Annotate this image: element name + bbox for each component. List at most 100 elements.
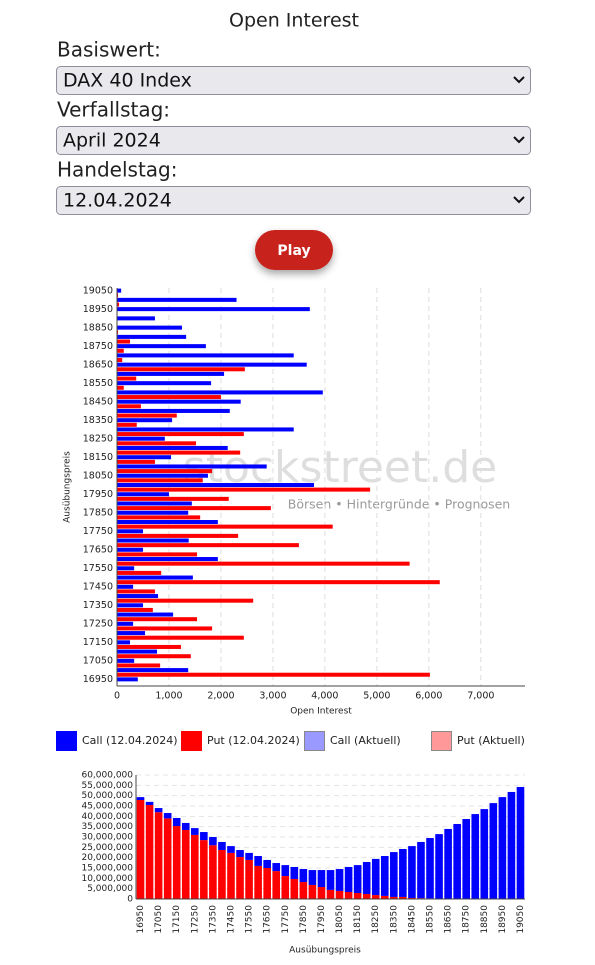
bar (117, 663, 161, 668)
bar-segment (136, 800, 145, 899)
bar-segment (371, 858, 380, 896)
bar (117, 482, 314, 487)
y-tick-label: 40,000,000 (81, 812, 133, 822)
y-tick-label: 25,000,000 (81, 843, 133, 853)
bar (117, 441, 197, 446)
select[interactable]: DAX 40 Index (56, 66, 531, 95)
bar (117, 524, 333, 529)
legend-label: Put (Aktuell) (457, 734, 525, 747)
bar (117, 371, 225, 376)
y-tick-label: 18050 (83, 471, 113, 482)
bar (117, 506, 271, 511)
chevron[interactable] (513, 76, 525, 84)
select[interactable]: April 2024 (56, 126, 531, 155)
y-tick-label: 17350 (83, 600, 113, 611)
bar (117, 316, 155, 321)
bar (117, 339, 130, 344)
x-tick-label: 17450 (226, 905, 236, 934)
bar (117, 385, 124, 390)
x-tick-label: 18350 (389, 905, 399, 934)
bar-segment (507, 791, 516, 899)
bar (117, 515, 201, 520)
bar-segment (308, 884, 317, 899)
legend-label: Call (12.04.2024) (82, 734, 178, 747)
select-box[interactable] (56, 66, 531, 95)
bar (117, 617, 198, 622)
bar-segment (163, 818, 172, 899)
bar (117, 594, 159, 599)
legend-label: Put (12.04.2024) (207, 734, 300, 747)
bar-segment (453, 823, 461, 899)
bar-segment (263, 859, 271, 868)
bar (117, 348, 124, 353)
select-value[interactable]: DAX 40 Index (63, 70, 192, 92)
bar (117, 598, 254, 603)
bar (117, 566, 135, 571)
x-tick-label: 3,000 (259, 691, 286, 702)
legend-swatch (181, 731, 202, 751)
bar (117, 487, 371, 492)
y-tick-label: 17250 (83, 619, 113, 630)
x-tick-label: 18650 (444, 905, 454, 934)
bar (117, 640, 130, 645)
bar (117, 501, 192, 506)
bar-segment (362, 894, 371, 899)
select-value[interactable]: April 2024 (63, 130, 161, 152)
x-tick-label: 18050 (335, 905, 345, 934)
x-tick-label: 17350 (208, 905, 218, 934)
bar (117, 288, 122, 293)
bar (117, 297, 237, 302)
bar (117, 307, 310, 312)
x-tick-label: 18750 (462, 905, 472, 934)
y-tick-label: 20,000,000 (81, 853, 133, 863)
bar-segment (417, 841, 425, 899)
bar-segment (390, 896, 398, 899)
bar-segment (399, 848, 407, 897)
select-box[interactable] (56, 126, 531, 155)
bar-segment (272, 871, 281, 899)
y-tick-label: 50,000,000 (81, 791, 133, 801)
bar (117, 404, 141, 409)
bar-segment (299, 882, 308, 899)
button-bg[interactable] (255, 230, 333, 270)
play-button[interactable]: Play (255, 230, 333, 270)
x-tick-label: 2,000 (207, 691, 234, 702)
y-tick-label: 35,000,000 (81, 822, 133, 832)
legend-swatch (56, 731, 77, 751)
y-tick-label: 18250 (83, 434, 113, 445)
legend-swatch (304, 731, 325, 751)
bar (117, 381, 212, 386)
x-tick-label: 6,000 (415, 691, 442, 702)
chevron[interactable] (513, 196, 525, 204)
x-tick-label: 18550 (426, 905, 436, 934)
x-tick-label: 17250 (190, 905, 200, 934)
select-box[interactable] (56, 186, 531, 215)
bar-segment (209, 837, 217, 846)
bar (117, 519, 218, 525)
bar (117, 580, 440, 585)
bar-segment (209, 845, 217, 899)
bar-segment (200, 840, 208, 899)
select[interactable]: 12.04.2024 (56, 186, 531, 215)
select-value[interactable]: 12.04.2024 (63, 190, 172, 212)
button-label[interactable]: Play (277, 243, 310, 259)
bar (117, 575, 193, 580)
y-axis-label: Ausübungspreis (63, 451, 73, 523)
bar-segment (254, 856, 262, 866)
bar-segment (344, 891, 353, 899)
bar-segment (163, 813, 172, 819)
x-tick-label: 7,000 (467, 691, 494, 702)
bar-segment (254, 865, 262, 899)
y-tick-label: 10,000,000 (81, 874, 133, 884)
bar-segment (290, 866, 299, 879)
bar-segment (181, 822, 190, 830)
x-tick-label: 19050 (516, 905, 526, 934)
chevron[interactable] (513, 136, 525, 144)
y-tick-label: 18750 (83, 341, 113, 352)
bar (117, 293, 119, 298)
bar (117, 334, 187, 339)
bar-segment (236, 857, 244, 899)
x-tick-label: 18150 (353, 905, 363, 934)
